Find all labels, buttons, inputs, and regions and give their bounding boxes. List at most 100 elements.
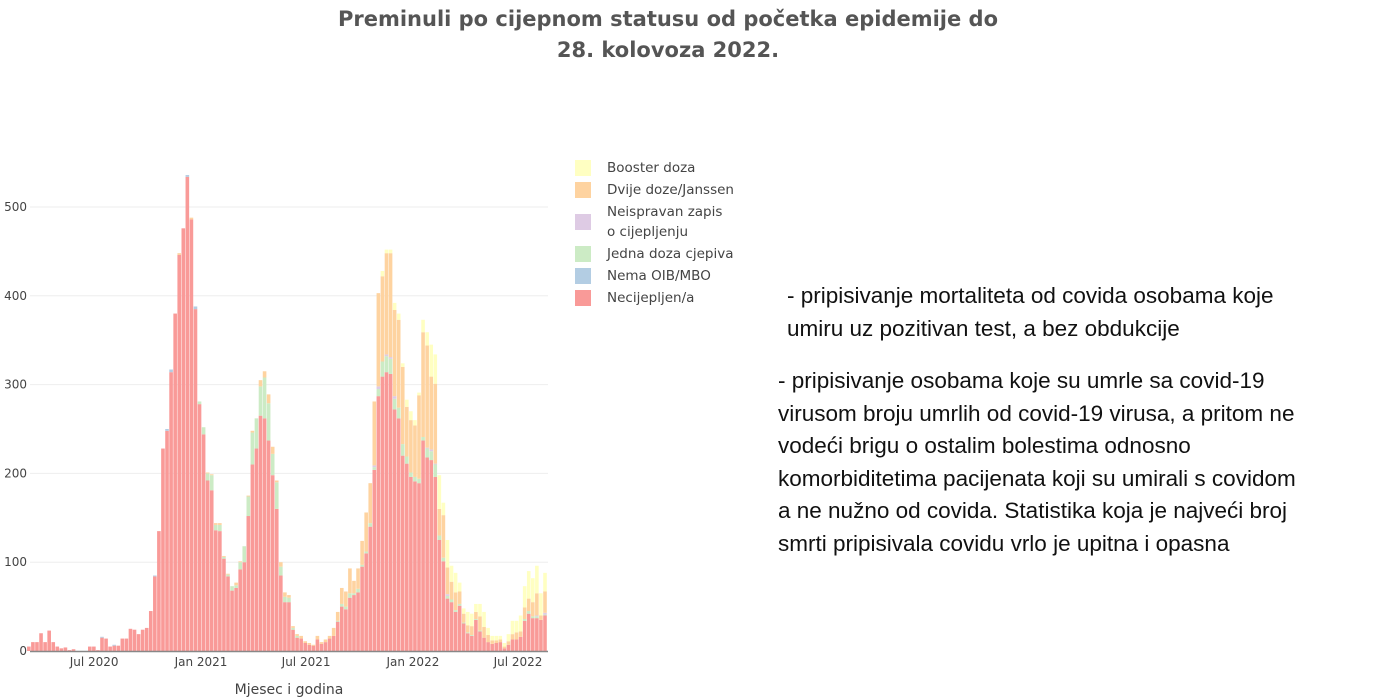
bar-segment-jedna-doza-cjepiva (449, 599, 454, 603)
bar-segment-necijepljen-a (274, 508, 279, 651)
bar-segment-jedna-doza-cjepiva (352, 593, 356, 596)
legend-item[interactable]: Neispravan zapis o cijepljenju (575, 202, 734, 242)
bar-segment-jedna-doza-cjepiva (214, 524, 218, 531)
bar-segment-necijepljen-a (531, 618, 535, 651)
bar-segment-necijepljen-a (409, 476, 413, 651)
bar-segment-necijepljen-a (266, 440, 271, 651)
bar-segment-neispravan-zapis-o-cijepljenju (372, 465, 377, 468)
bar-segment-dvije-doze-janssen (494, 640, 499, 643)
bar-segment-necijepljen-a (51, 642, 56, 651)
bar-segment-necijepljen-a (352, 595, 356, 651)
bar-segment-necijepljen-a (63, 647, 68, 651)
legend-label: Booster doza (607, 160, 696, 176)
bar-segment-necijepljen-a (43, 642, 47, 651)
legend-item[interactable]: Necijepljen/a (575, 288, 734, 308)
bar-segment-booster-doza (433, 354, 438, 384)
bar-segment-jedna-doza-cjepiva (246, 496, 251, 517)
bar-segment-booster-doza (413, 420, 417, 426)
bar-segment-jedna-doza-cjepiva (433, 464, 438, 477)
bar-segment-jedna-doza-cjepiva (258, 386, 263, 416)
bar-segment-necijepljen-a (437, 540, 442, 651)
legend-item[interactable]: Jedna doza cjepiva (575, 244, 734, 264)
bar-segment-necijepljen-a (372, 469, 377, 651)
commentary-text: - pripisivanje mortaliteta od covida oso… (778, 280, 1296, 560)
bar-segment-dvije-doze-janssen (177, 253, 182, 255)
bar-segment-dvije-doze-janssen (266, 394, 271, 404)
bar-segment-jedna-doza-cjepiva (348, 593, 352, 598)
bar-segment-dvije-doze-janssen (490, 640, 494, 644)
bar-segment-necijepljen-a (331, 635, 336, 651)
bar-segment-necijepljen-a (197, 404, 202, 651)
bar-segment-booster-doza (498, 635, 503, 640)
bar-segment-jedna-doza-cjepiva (254, 418, 259, 449)
bar-segment-necijepljen-a (112, 645, 116, 651)
bar-segment-necijepljen-a (396, 418, 401, 651)
bar-segment-necijepljen-a (380, 376, 385, 651)
bar-segment-booster-doza (494, 635, 499, 641)
bar-segment-dvije-doze-janssen (437, 508, 442, 536)
comment-line: - pripisivanje mortaliteta od covida oso… (787, 283, 1274, 308)
bar-segment-necijepljen-a (518, 636, 523, 651)
bar-segment-necijepljen-a (425, 457, 429, 651)
bar-segment-nema-oib-mbo (185, 175, 190, 177)
bar-segment-jedna-doza-cjepiva (465, 632, 470, 634)
legend-item[interactable]: Booster doza (575, 158, 734, 178)
bar-segment-necijepljen-a (35, 642, 39, 651)
bar-segment-dvije-doze-janssen (283, 592, 287, 597)
bar-segment-booster-doza (514, 620, 519, 633)
bar-segment-necijepljen-a (421, 440, 425, 651)
bar-segment-jedna-doza-cjepiva (376, 389, 381, 397)
bar-segment-necijepljen-a (136, 634, 141, 651)
comment-line: - pripisivanje osobama koje su umrle sa … (778, 368, 1265, 393)
bar-segment-booster-doza (526, 571, 531, 599)
bar-segment-necijepljen-a (311, 645, 316, 651)
bar-segment-jedna-doza-cjepiva (344, 606, 348, 610)
bar-segment-jedna-doza-cjepiva (425, 448, 429, 458)
y-tick-label: 200 (4, 466, 27, 480)
comment-line: vodeći brigu o ostalim bolestima odnosno (778, 433, 1191, 458)
bar-segment-dvije-doze-janssen (535, 593, 539, 616)
legend-item[interactable]: Nema OIB/MBO (575, 266, 734, 286)
bar-segment-jedna-doza-cjepiva (405, 456, 409, 464)
bar-segment-necijepljen-a (392, 409, 397, 651)
bar-segment-dvije-doze-janssen (335, 611, 340, 621)
bar-segment-jedna-doza-cjepiva (218, 524, 222, 532)
bar-segment-neispravan-zapis-o-cijepljenju (535, 615, 539, 617)
x-tick-label: Jul 2022 (493, 655, 543, 669)
bar-segment-necijepljen-a (71, 649, 76, 651)
bar-segment-necijepljen-a (405, 463, 409, 651)
bar-segment-necijepljen-a (132, 629, 137, 651)
bar-segment-dvije-doze-janssen (461, 613, 466, 623)
bar-segment-necijepljen-a (230, 590, 234, 651)
bar-segment-necijepljen-a (205, 480, 210, 651)
bar-segment-dvije-doze-janssen (348, 568, 352, 594)
bar-segment-dvije-doze-janssen (331, 627, 336, 636)
bar-segment-dvije-doze-janssen (270, 446, 275, 454)
bar-segment-jedna-doza-cjepiva (274, 482, 279, 509)
bar-segment-booster-doza (388, 249, 393, 254)
bar-segment-neispravan-zapis-o-cijepljenju (543, 612, 547, 615)
bar-segment-necijepljen-a (384, 372, 389, 651)
bar-segment-necijepljen-a (486, 642, 490, 651)
bar-segment-necijepljen-a (218, 531, 222, 651)
legend-item[interactable]: Dvije doze/Janssen (575, 180, 734, 200)
bar-segment-necijepljen-a (465, 633, 470, 651)
bar-segment-dvije-doze-janssen (323, 639, 328, 643)
bar-segment-dvije-doze-janssen (295, 634, 299, 636)
bar-segment-necijepljen-a (165, 430, 169, 651)
legend-label: Neispravan zapis o cijepljenju (607, 204, 723, 240)
y-tick-label: 400 (4, 289, 27, 303)
bar-segment-dvije-doze-janssen (319, 642, 324, 644)
comment-line: umiru uz pozitivan test, a bez obdukcije (787, 315, 1180, 341)
bar-segment-dvije-doze-janssen (368, 483, 373, 524)
bar-segment-necijepljen-a (226, 576, 230, 651)
bar-segment-necijepljen-a (482, 637, 486, 651)
bar-segment-booster-doza (437, 475, 442, 509)
bar-segment-dvije-doze-janssen (352, 580, 356, 594)
bar-segment-necijepljen-a (360, 566, 364, 651)
bar-segment-booster-doza (441, 502, 446, 516)
bar-segment-necijepljen-a (254, 448, 259, 651)
bar-segment-dvije-doze-janssen (429, 376, 433, 450)
bar-segment-necijepljen-a (31, 642, 35, 651)
bar-segment-jedna-doza-cjepiva (283, 596, 287, 603)
